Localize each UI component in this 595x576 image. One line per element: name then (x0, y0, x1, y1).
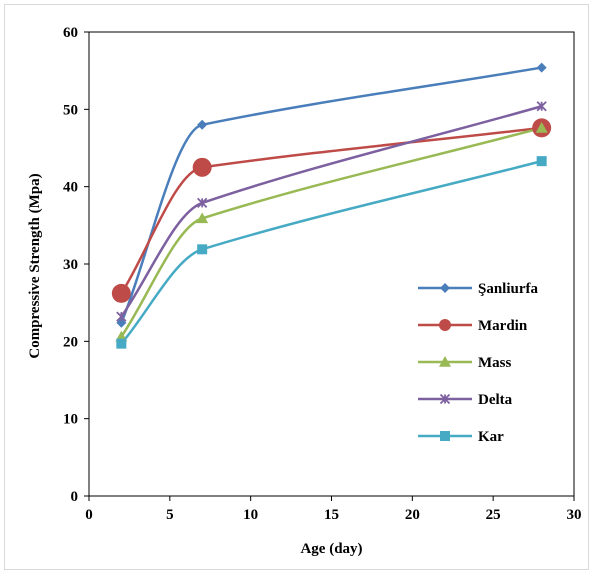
legend: Şanliurfa Mardin Mass Delta Kar (418, 281, 539, 445)
x-tick-label: 15 (324, 507, 339, 523)
legend-label-mass: Mass (478, 355, 511, 371)
y-tick-label: 40 (63, 180, 78, 196)
data-point-mass (535, 121, 548, 133)
y-tick-label: 10 (63, 412, 78, 428)
series-line-kar (120, 159, 542, 345)
series-markers (111, 62, 552, 349)
legend-label-mardin: Mardin (478, 318, 528, 334)
legend-label--anliurfa: Şanliurfa (478, 281, 539, 297)
x-tick-label: 25 (486, 507, 501, 523)
plot-area: 0 5 10 15 20 25 30 0 10 20 30 40 50 60 (63, 25, 582, 523)
x-tick-label: 20 (405, 507, 420, 523)
data-point--anliurfa (197, 119, 208, 130)
legend-marker-mardin (439, 319, 451, 331)
x-axis-title: Age (day) (300, 541, 362, 557)
data-point-mardin (111, 283, 131, 303)
data-point-delta (536, 101, 547, 112)
y-tick-label: 20 (63, 334, 78, 350)
x-tick-label: 10 (243, 507, 258, 523)
series-line-mardin (120, 126, 542, 295)
data-point-delta (116, 311, 127, 322)
data-point--anliurfa (536, 62, 547, 73)
series-line-mass (120, 126, 542, 338)
y-axis-title: Compressive Strength (Mpa) (27, 173, 43, 358)
y-tick-label: 0 (71, 489, 79, 505)
y-tick-label: 60 (63, 25, 78, 41)
data-point-kar (536, 156, 547, 167)
data-point-kar (116, 338, 127, 349)
legend-label-kar: Kar (478, 429, 504, 445)
legend-label-delta: Delta (478, 392, 513, 408)
series-line-delta (120, 105, 543, 318)
data-point-delta (197, 197, 208, 209)
x-tick-label: 0 (85, 507, 93, 523)
data-point-kar (197, 244, 208, 255)
y-tick-label: 30 (63, 257, 78, 273)
data-point-mass (196, 212, 209, 224)
legend-marker--anliurfa (440, 283, 450, 293)
legend-marker-mass (439, 356, 451, 367)
y-tick-label: 50 (63, 102, 78, 118)
y-axis: 0 10 20 30 40 50 60 (63, 25, 89, 505)
x-axis: 0 5 10 15 20 25 30 (85, 496, 582, 523)
chart-frame (4, 4, 589, 570)
x-tick-label: 5 (166, 507, 174, 523)
legend-marker-kar (440, 431, 450, 441)
legend-marker-delta (439, 393, 451, 405)
series-lines (120, 66, 543, 345)
data-point-mardin (192, 157, 212, 177)
x-tick-label: 30 (567, 507, 582, 523)
